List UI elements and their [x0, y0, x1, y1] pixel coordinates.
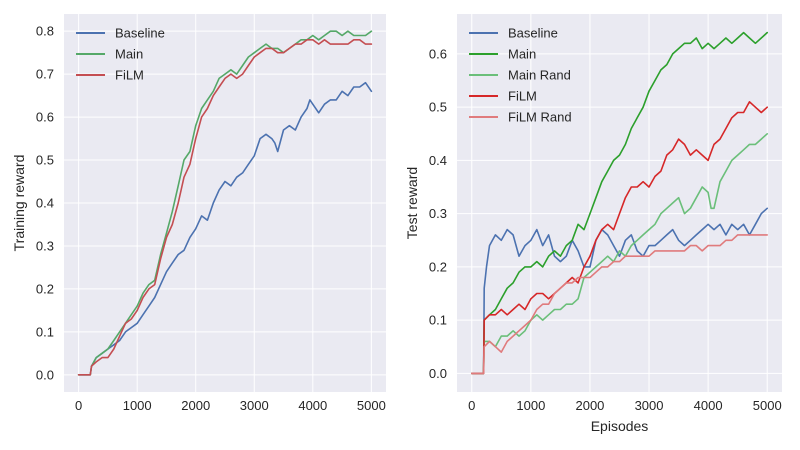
x-tick-label: 3000	[240, 398, 269, 413]
series-line-film	[471, 101, 768, 375]
y-tick-label: 0.3	[36, 238, 54, 253]
series-line-main-rand	[471, 133, 768, 375]
x-axis-label: Episodes	[591, 418, 649, 434]
x-tick-label: 0	[75, 398, 82, 413]
y-tick-label: 0.0	[429, 366, 447, 381]
x-tick-label: 2000	[181, 398, 210, 413]
x-tick-label: 0	[468, 398, 475, 413]
y-tick-label: 0.1	[36, 324, 54, 339]
legend-label: FiLM Rand	[508, 110, 572, 125]
x-tick-label: 5000	[357, 398, 386, 413]
x-tick-label: 1000	[516, 398, 545, 413]
y-tick-label: 0.5	[36, 153, 54, 168]
y-tick-label: 0.3	[429, 206, 447, 221]
y-axis-label: Test reward	[404, 167, 420, 239]
series-line-main	[471, 31, 768, 375]
series-line-film-rand	[471, 234, 768, 375]
y-tick-label: 0.2	[429, 259, 447, 274]
y-tick-label: 0.2	[36, 281, 54, 296]
legend: Baseline Main Main Rand FiLM FiLM Rand	[469, 26, 572, 125]
legend-label: FiLM	[508, 89, 537, 104]
series-line-film	[77, 39, 373, 376]
y-tick-label: 0.5	[429, 100, 447, 115]
legend-label: Baseline	[508, 26, 558, 41]
x-tick-label: 1000	[123, 398, 152, 413]
legend: Baseline Main FiLM	[76, 26, 165, 83]
y-tick-label: 0.7	[36, 67, 54, 82]
legend-label: Baseline	[115, 26, 165, 41]
x-tick-label: 5000	[753, 398, 782, 413]
y-axis-label: Training reward	[11, 155, 27, 252]
legend-label: Main	[508, 47, 536, 62]
y-tick-label: 0.6	[36, 110, 54, 125]
training-reward-chart: 0 1000 2000 3000 4000 5000 0.0 0.1 0.2 0.3 0.4 0.5 0…	[11, 14, 386, 413]
legend-label: FiLM	[115, 68, 144, 83]
legend-label: Main	[115, 47, 143, 62]
y-tick-label: 0.4	[429, 153, 447, 168]
x-tick-label: 2000	[575, 398, 604, 413]
series-line-baseline	[471, 207, 768, 375]
plot-background	[457, 14, 782, 392]
y-tick-label: 0.6	[429, 46, 447, 61]
series-line-main	[77, 30, 373, 376]
test-reward-chart: 0 1000 2000 3000 4000 5000 0.0 0.1 0.2 0.3 0.4 0.5 0…	[404, 14, 782, 434]
series-line-baseline	[77, 81, 373, 376]
y-tick-label: 0.1	[429, 313, 447, 328]
x-tick-label: 4000	[694, 398, 723, 413]
y-tick-label: 0.8	[36, 24, 54, 39]
legend-label: Main Rand	[508, 68, 571, 83]
y-tick-label: 0.4	[36, 196, 54, 211]
x-tick-label: 4000	[298, 398, 327, 413]
x-tick-label: 3000	[635, 398, 664, 413]
y-tick-label: 0.0	[36, 367, 54, 382]
